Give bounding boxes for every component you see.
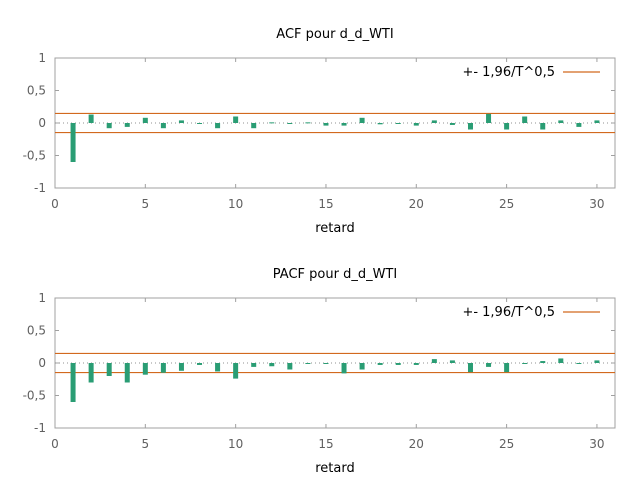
- pacf-bar-lag-20: [413, 363, 419, 365]
- acf-bar-lag-24: [486, 113, 492, 123]
- pacf-bar-lag-18: [377, 363, 383, 365]
- pacf-bar-lag-23: [467, 363, 473, 373]
- acf-xtick-label: 10: [228, 197, 243, 211]
- acf-bar-lag-7: [178, 120, 184, 123]
- acf-bar-lag-23: [467, 123, 473, 130]
- pacf-bar-lag-11: [251, 363, 257, 367]
- pacf-legend-label: +- 1,96/T^0,5: [462, 305, 555, 320]
- acf-bar-lag-25: [504, 123, 510, 130]
- pacf-ytick-label: 1: [38, 291, 46, 305]
- pacf-bar-lag-17: [359, 363, 365, 370]
- acf-bar-lag-16: [341, 123, 347, 126]
- acf-ytick-label: -1: [34, 181, 46, 195]
- acf-xtick-label: 15: [318, 197, 333, 211]
- pacf-bar-lag-7: [178, 363, 184, 371]
- pacf-bar-lag-5: [142, 363, 148, 375]
- acf-bar-lag-6: [160, 123, 166, 129]
- pacf-bar-lag-9: [215, 363, 221, 372]
- acf-bar-lag-19: [395, 123, 401, 124]
- acf-legend-label: +- 1,96/T^0,5: [462, 65, 555, 80]
- acf-ytick-label: -0,5: [23, 149, 46, 163]
- pacf-xtick-label: 20: [409, 437, 424, 451]
- pacf-bar-lag-8: [197, 363, 203, 365]
- acf-bar-lag-2: [88, 114, 94, 123]
- pacf-bar-lag-24: [486, 363, 492, 367]
- pacf-ytick-label: -1: [34, 421, 46, 435]
- acf-bar-lag-5: [142, 117, 148, 123]
- acf-bar-lag-21: [431, 120, 437, 123]
- acf-bar-lag-13: [287, 123, 293, 124]
- pacf-bar-lag-13: [287, 363, 293, 370]
- acf-bar-lag-28: [558, 120, 564, 123]
- pacf-bar-lag-25: [504, 363, 510, 373]
- acf-bar-lag-1: [70, 123, 76, 162]
- acf-bar-lag-27: [540, 123, 546, 130]
- acf-xaxis-label: retard: [315, 221, 355, 236]
- acf-bar-lag-10: [233, 116, 239, 123]
- acf-ytick-label: 0: [38, 116, 46, 130]
- pacf-bar-lag-2: [88, 363, 94, 383]
- pacf-xtick-label: 0: [51, 437, 59, 451]
- acf-bar-lag-15: [323, 123, 329, 126]
- pacf-bar-lag-27: [540, 361, 546, 363]
- pacf-ytick-label: 0: [38, 356, 46, 370]
- acf-xtick-label: 5: [142, 197, 150, 211]
- acf-bar-lag-11: [251, 123, 257, 129]
- acf-bar-lag-8: [197, 123, 203, 124]
- pacf-bar-lag-26: [522, 363, 528, 364]
- pacf-xtick-label: 5: [142, 437, 150, 451]
- acf-chart: ACF pour d_d_WTI 1 0,5 0 -0,5 -1 0 5 10 15 20 25 30 r…: [23, 27, 616, 236]
- acf-bar-lag-14: [305, 122, 311, 124]
- pacf-xtick-label: 30: [589, 437, 604, 451]
- pacf-ytick-label: -0,5: [23, 389, 46, 403]
- acf-bar-lag-20: [413, 123, 419, 126]
- pacf-bar-lag-21: [431, 359, 437, 363]
- acf-bar-lag-26: [522, 116, 528, 123]
- acf-bar-lag-17: [359, 117, 365, 123]
- acf-title: ACF pour d_d_WTI: [276, 27, 393, 42]
- acf-bar-lag-3: [106, 123, 112, 129]
- pacf-bar-lag-30: [594, 360, 600, 363]
- pacf-bar-lag-1: [70, 363, 76, 402]
- pacf-bar-lag-16: [341, 363, 347, 374]
- acf-bar-lag-4: [124, 123, 130, 127]
- acf-bar-lag-18: [377, 123, 383, 125]
- pacf-bar-lag-28: [558, 358, 564, 363]
- pacf-bar-lag-4: [124, 363, 130, 383]
- pacf-xtick-label: 25: [499, 437, 514, 451]
- acf-xtick-label: 0: [51, 197, 59, 211]
- pacf-bar-lag-3: [106, 363, 112, 376]
- acf-xtick-label: 25: [499, 197, 514, 211]
- acf-bar-lag-22: [449, 123, 455, 125]
- pacf-bar-lag-14: [305, 363, 311, 364]
- acf-bar-lag-30: [594, 120, 600, 123]
- pacf-bar-lag-29: [576, 363, 582, 364]
- acf-bar-lag-12: [269, 122, 275, 124]
- pacf-xtick-label: 15: [318, 437, 333, 451]
- acf-xtick-label: 30: [589, 197, 604, 211]
- pacf-bar-lag-12: [269, 363, 275, 367]
- acf-ytick-label: 0,5: [27, 84, 46, 98]
- pacf-ytick-label: 0,5: [27, 324, 46, 338]
- acf-ytick-label: 1: [38, 51, 46, 65]
- acf-xtick-label: 20: [409, 197, 424, 211]
- pacf-bar-lag-15: [323, 363, 329, 364]
- pacf-xaxis-label: retard: [315, 461, 355, 476]
- pacf-bar-lag-6: [160, 363, 166, 373]
- pacf-title: PACF pour d_d_WTI: [273, 267, 397, 282]
- pacf-bar-lag-10: [233, 363, 239, 379]
- pacf-chart: PACF pour d_d_WTI 1 0,5 0 -0,5 -1 0 5 10 15 20 25 30…: [23, 267, 616, 476]
- acf-bar-lag-9: [215, 123, 221, 129]
- pacf-xtick-label: 10: [228, 437, 243, 451]
- pacf-bar-lag-19: [395, 363, 401, 365]
- acf-bar-lag-29: [576, 123, 582, 127]
- pacf-bar-lag-22: [449, 360, 455, 363]
